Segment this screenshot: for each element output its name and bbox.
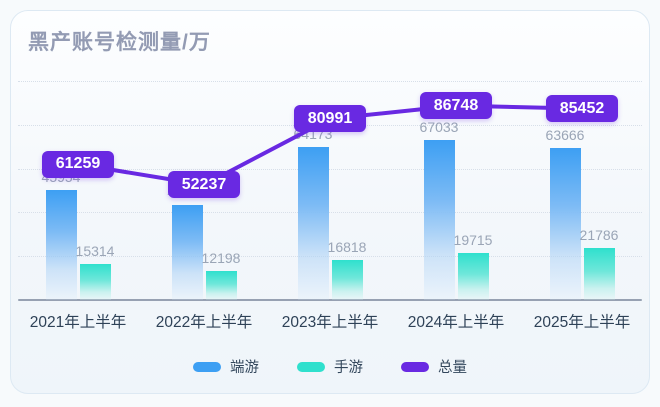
gridline — [18, 256, 642, 258]
total-value-badge: 86748 — [420, 92, 492, 120]
total-value-badge: 61259 — [42, 150, 114, 178]
legend-item-total[interactable]: 总量 — [401, 356, 467, 377]
bar-value-label: 15314 — [75, 242, 115, 259]
bar-pc-games — [45, 190, 77, 300]
total-value-badge: 52237 — [168, 171, 240, 199]
legend-label: 总量 — [438, 360, 467, 376]
bar-pc-games — [297, 147, 329, 300]
chart-title: 黑产账号检测量/万 — [28, 31, 211, 54]
gridline — [18, 81, 642, 82]
chart-card — [10, 10, 650, 394]
bar-pc-games — [549, 148, 581, 300]
bar-value-label: 21786 — [579, 227, 619, 243]
bar-value-label: 67033 — [419, 119, 459, 136]
total-value-badge: 80991 — [294, 105, 366, 133]
bar-mobile-games — [205, 270, 237, 300]
legend-swatch-icon — [193, 361, 221, 372]
legend-swatch-icon — [297, 361, 325, 372]
bar-mobile-games — [79, 263, 111, 300]
total-value-badge: 85452 — [546, 95, 618, 123]
legend-label: 手游 — [334, 360, 363, 376]
bar-pc-games — [171, 204, 203, 300]
legend-swatch-icon — [401, 361, 429, 372]
bar-mobile-games — [457, 253, 489, 300]
legend-item-pc-games[interactable]: 端游 — [193, 356, 259, 377]
legend-label: 端游 — [230, 360, 259, 376]
bar-value-label: 16818 — [327, 238, 367, 255]
bar-value-label: 63666 — [545, 127, 585, 144]
x-axis-label: 2025年上半年 — [533, 314, 631, 331]
gridline — [18, 212, 642, 214]
bar-mobile-games — [583, 248, 615, 300]
bar-value-label: 19715 — [453, 232, 493, 248]
legend-item-mobile-games[interactable]: 手游 — [297, 356, 363, 377]
x-axis-label: 2022年上半年 — [155, 314, 253, 331]
x-axis-label: 2021年上半年 — [29, 314, 127, 331]
bar-value-label: 12198 — [201, 249, 241, 266]
x-axis-label: 2023年上半年 — [281, 314, 379, 331]
legend: 端游 手游 总量 — [0, 356, 660, 377]
bar-mobile-games — [331, 259, 363, 300]
bar-pc-games — [423, 140, 455, 300]
x-axis-line — [18, 299, 642, 301]
x-axis-label: 2024年上半年 — [407, 314, 505, 331]
